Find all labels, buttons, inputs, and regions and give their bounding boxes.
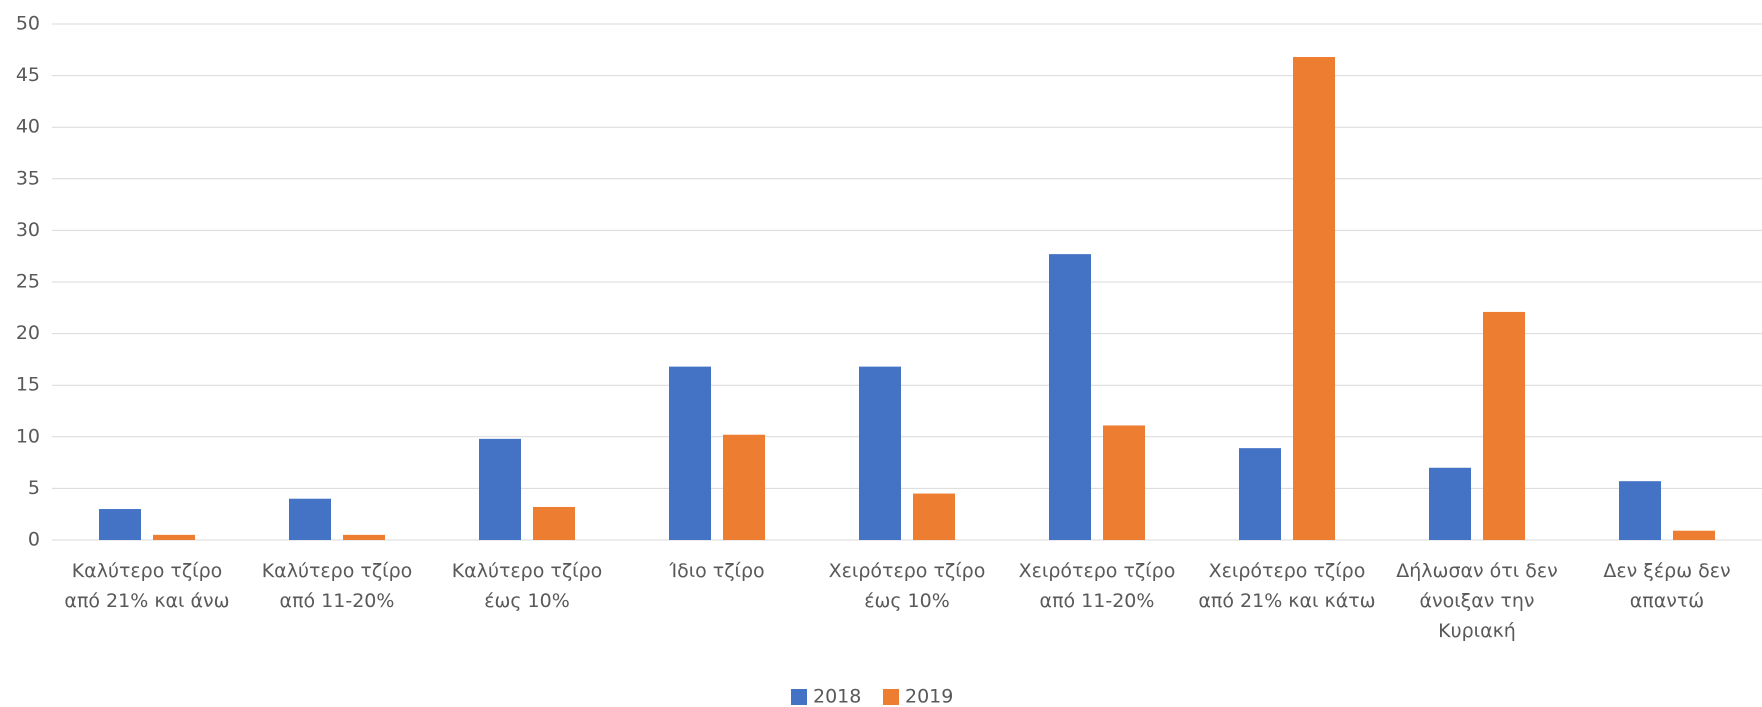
y-tick-label: 20: [16, 322, 40, 344]
bar: [153, 534, 195, 540]
bar: [1619, 481, 1661, 540]
y-tick-label: 45: [16, 64, 40, 86]
x-tick-label: Ίδιο τζίρο: [669, 560, 765, 582]
bar: [1239, 448, 1281, 540]
legend-label: 2019: [905, 686, 953, 707]
x-tick-label: Χειρότερο τζίρο από 11-20%: [1018, 560, 1176, 612]
y-tick-label: 35: [16, 167, 40, 189]
legend-label: 2018: [813, 686, 861, 707]
bar: [669, 366, 711, 540]
y-tick-label: 0: [28, 529, 40, 551]
y-tick-label: 15: [16, 374, 40, 396]
bar: [289, 498, 331, 540]
y-tick-label: 10: [16, 425, 40, 447]
x-tick-label: Δήλωσαν ότι δεν άνοιξαν την Κυριακή: [1396, 560, 1558, 642]
bar: [723, 434, 765, 540]
bar: [479, 438, 521, 540]
bar: [1103, 425, 1145, 540]
y-tick-label: 50: [16, 13, 40, 35]
x-tick-label: Χειρότερο τζίρο έως 10%: [828, 560, 986, 612]
bar: [1049, 254, 1091, 541]
y-tick-label: 25: [16, 271, 40, 293]
bar: [533, 506, 575, 540]
legend-swatch: [883, 689, 899, 705]
bar: [99, 509, 141, 540]
bar: [1293, 57, 1335, 541]
bar: [1429, 467, 1471, 540]
bar: [913, 493, 955, 540]
bar: [343, 534, 385, 540]
x-tick-label: Χειρότερο τζίρο από 21% και κάτω: [1198, 560, 1376, 612]
x-tick-label: Καλύτερο τζίρο από 11-20%: [261, 560, 413, 612]
y-tick-label: 40: [16, 116, 40, 138]
y-tick-label: 30: [16, 219, 40, 241]
legend-swatch: [791, 689, 807, 705]
y-tick-label: 5: [28, 477, 40, 499]
x-tick-label: Δεν ξέρω δεν απαντώ: [1603, 560, 1731, 612]
x-tick-label: Καλύτερο τζίρο από 21% και άνω: [64, 560, 230, 612]
bar: [1483, 311, 1525, 540]
bar: [859, 366, 901, 540]
x-tick-label: Καλύτερο τζίρο έως 10%: [451, 560, 603, 612]
bar: [1673, 530, 1715, 540]
